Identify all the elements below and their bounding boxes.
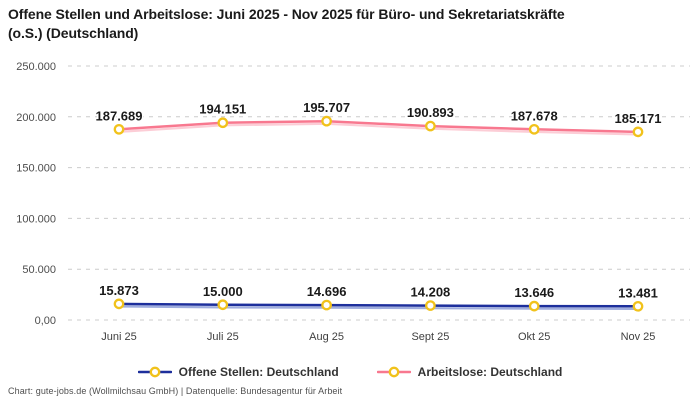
data-point-arbeitslose-0[interactable] bbox=[113, 123, 125, 135]
x-axis-tick-label: Okt 25 bbox=[518, 331, 550, 343]
y-axis-tick-label: 250.000 bbox=[16, 61, 56, 73]
data-point-arbeitslose-2[interactable] bbox=[321, 115, 332, 127]
data-label-arbeitslose-2: 195.707 bbox=[303, 100, 350, 115]
data-label-offene-stellen-1: 15.000 bbox=[203, 284, 243, 299]
chart-source: Chart: gute-jobs.de (Wollmilchsau GmbH) … bbox=[8, 386, 343, 396]
legend-line-marker-icon bbox=[376, 366, 411, 378]
series-line-shadow-arbeitslose bbox=[118, 122, 639, 136]
x-axis-tick-label: Juli 25 bbox=[207, 331, 239, 343]
data-label-offene-stellen-4: 13.646 bbox=[514, 285, 554, 300]
data-label-arbeitslose-4: 187.678 bbox=[511, 108, 558, 123]
y-axis-tick-label: 0,00 bbox=[35, 315, 56, 327]
y-axis-tick-label: 200.000 bbox=[16, 112, 56, 124]
legend-line-marker-icon bbox=[137, 366, 172, 378]
series-line-arbeitslose bbox=[117, 119, 640, 134]
data-point-offene-stellen-5[interactable] bbox=[632, 300, 644, 312]
legend: Offene Stellen: Deutschland Arbeitslose: … bbox=[0, 361, 700, 383]
legend-item-offene-stellen[interactable]: Offene Stellen: Deutschland bbox=[137, 365, 339, 379]
x-axis-tick-label: Sept 25 bbox=[411, 331, 449, 343]
data-label-arbeitslose-1: 194.151 bbox=[199, 102, 246, 117]
data-label-offene-stellen-0: 15.873 bbox=[99, 283, 139, 298]
data-label-offene-stellen-5: 13.481 bbox=[618, 285, 658, 300]
data-point-offene-stellen-2[interactable] bbox=[321, 299, 332, 311]
x-axis-tick-label: Aug 25 bbox=[309, 331, 344, 343]
data-label-arbeitslose-5: 185.171 bbox=[615, 111, 662, 126]
legend-item-arbeitslose[interactable]: Arbeitslose: Deutschland bbox=[376, 365, 563, 379]
data-label-arbeitslose-3: 190.893 bbox=[407, 105, 454, 120]
data-point-arbeitslose-4[interactable] bbox=[528, 123, 540, 135]
legend-label: Arbeitslose: Deutschland bbox=[417, 365, 563, 379]
data-point-arbeitslose-3[interactable] bbox=[425, 120, 436, 132]
data-point-arbeitslose-1[interactable] bbox=[217, 117, 229, 129]
data-label-offene-stellen-3: 14.208 bbox=[411, 285, 451, 300]
legend-label: Offene Stellen: Deutschland bbox=[178, 365, 339, 379]
data-point-offene-stellen-1[interactable] bbox=[217, 299, 229, 311]
chart-title: Offene Stellen und Arbeitslose: Juni 202… bbox=[8, 6, 565, 42]
y-axis-tick-label: 50.000 bbox=[22, 264, 56, 276]
data-point-offene-stellen-3[interactable] bbox=[425, 300, 436, 311]
data-point-offene-stellen-4[interactable] bbox=[528, 300, 540, 312]
data-point-offene-stellen-0[interactable] bbox=[113, 298, 125, 310]
x-axis-tick-label: Juni 25 bbox=[101, 331, 136, 343]
y-axis-tick-label: 100.000 bbox=[16, 213, 56, 225]
data-point-arbeitslose-5[interactable] bbox=[632, 126, 644, 138]
data-label-arbeitslose-0: 187.689 bbox=[96, 108, 143, 123]
series-line-shadow-offene-stellen bbox=[118, 305, 639, 310]
x-axis-tick-label: Nov 25 bbox=[621, 331, 656, 343]
y-axis-tick-label: 150.000 bbox=[16, 163, 56, 175]
series-line-offene-stellen bbox=[117, 302, 640, 308]
data-label-offene-stellen-2: 14.696 bbox=[307, 284, 347, 299]
